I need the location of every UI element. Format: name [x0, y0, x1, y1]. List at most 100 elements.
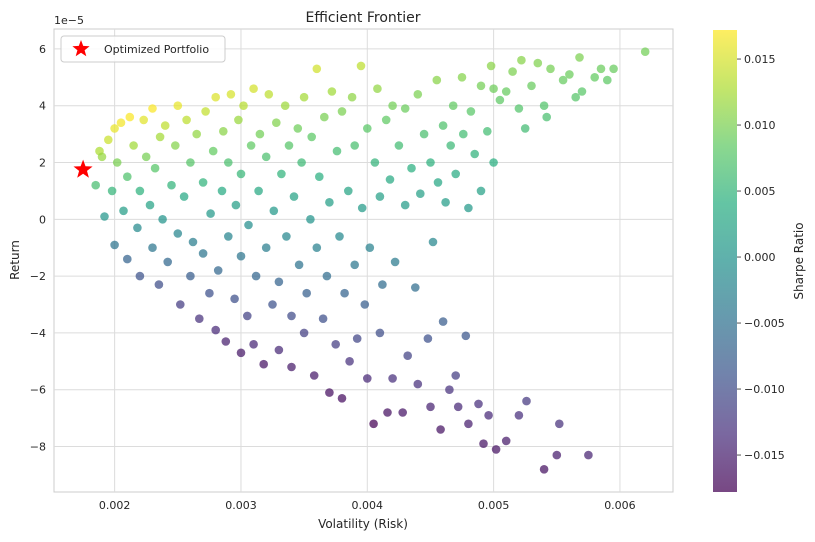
portfolio-point: [148, 243, 157, 252]
portfolio-point: [388, 101, 397, 110]
portfolio-point: [400, 104, 410, 113]
legend-entry-optimized: Optimized Portfolio: [104, 43, 209, 56]
x-axis-ticks: 0.002 0.003 0.004 0.005 0.006: [99, 499, 636, 512]
portfolio-point: [119, 206, 128, 216]
portfolio-point: [141, 152, 151, 162]
portfolio-point: [446, 141, 456, 150]
portfolio-point: [383, 408, 392, 417]
portfolio-point: [609, 64, 618, 74]
portfolio-point: [145, 200, 155, 210]
portfolio-point: [451, 169, 461, 179]
portfolio-point: [230, 294, 239, 304]
portfolio-point: [426, 158, 435, 167]
portfolio-point: [148, 104, 157, 113]
portfolio-point: [312, 243, 322, 252]
portfolio-point: [495, 95, 505, 105]
portfolio-point: [539, 465, 549, 474]
portfolio-point: [155, 132, 165, 142]
y-axis-ticks: −8 −6 −4 −2 0 2 4 6: [30, 43, 46, 454]
portfolio-point: [211, 325, 220, 335]
portfolio-point: [173, 101, 183, 110]
chart-title: Efficient Frontier: [305, 10, 420, 26]
portfolio-point: [201, 107, 210, 116]
portfolio-point: [107, 186, 117, 196]
y-tick-label: −6: [30, 384, 46, 397]
portfolio-point: [373, 84, 382, 93]
portfolio-point: [335, 232, 344, 241]
portfolio-point: [433, 178, 443, 187]
portfolio-point: [345, 357, 354, 366]
portfolio-point: [198, 178, 208, 187]
portfolio-point: [337, 394, 347, 403]
portfolio-point: [491, 445, 501, 454]
portfolio-point: [297, 158, 306, 167]
portfolio-point: [413, 379, 423, 389]
portfolio-point: [381, 115, 391, 125]
y-tick-label: 6: [39, 43, 46, 56]
portfolio-point: [274, 345, 284, 355]
portfolio-point: [390, 257, 400, 267]
portfolio-point: [483, 127, 492, 136]
portfolio-point: [294, 260, 304, 270]
portfolio-point: [97, 152, 107, 162]
portfolio-point: [104, 135, 113, 145]
colorbar-label: Sharpe Ratio: [792, 222, 806, 299]
portfolio-point: [186, 271, 195, 281]
portfolio-point: [423, 334, 433, 343]
portfolio-point: [514, 411, 524, 420]
portfolio-point: [272, 118, 281, 127]
portfolio-point: [139, 115, 148, 125]
portfolio-point: [110, 240, 119, 250]
portfolio-point: [476, 186, 486, 196]
portfolio-point: [369, 419, 378, 429]
portfolio-point: [221, 337, 231, 346]
portfolio-point: [411, 283, 420, 292]
portfolio-point: [160, 121, 170, 130]
portfolio-point: [211, 92, 220, 102]
y-tick-label: −2: [30, 270, 46, 283]
portfolio-point: [224, 158, 233, 167]
portfolio-point: [192, 129, 201, 139]
colorbar-tick-label: 0.005: [744, 185, 776, 198]
portfolio-point: [261, 152, 271, 162]
portfolio-point: [533, 58, 543, 68]
portfolio-point: [546, 64, 555, 74]
portfolio-point: [470, 149, 480, 159]
portfolio-point: [461, 331, 471, 341]
portfolio-point: [224, 232, 233, 241]
portfolio-point: [188, 237, 198, 247]
portfolio-point: [542, 112, 551, 122]
portfolio-point: [302, 288, 312, 298]
portfolio-point: [441, 198, 450, 207]
portfolio-point: [312, 64, 322, 74]
x-tick-label: 0.002: [99, 499, 131, 512]
portfolio-point: [385, 175, 395, 184]
portfolio-point: [236, 251, 246, 261]
portfolio-point: [350, 141, 360, 150]
portfolio-point: [603, 75, 612, 85]
portfolio-point: [91, 180, 100, 190]
portfolio-point: [522, 396, 531, 406]
y-tick-label: −4: [30, 327, 46, 340]
portfolio-point: [264, 90, 274, 99]
portfolio-point: [520, 124, 530, 133]
portfolio-point: [375, 192, 385, 201]
portfolio-point: [205, 288, 214, 298]
portfolio-point: [246, 141, 256, 150]
portfolio-point: [453, 402, 463, 412]
portfolio-point: [438, 121, 448, 130]
portfolio-point: [320, 112, 329, 122]
portfolio-point: [517, 55, 526, 65]
portfolio-point: [584, 450, 593, 460]
portfolio-point: [501, 436, 511, 446]
portfolio-point: [640, 47, 650, 56]
portfolio-point: [306, 215, 315, 224]
portfolio-point: [208, 146, 218, 156]
portfolio-point: [451, 371, 461, 380]
colorbar: [713, 30, 737, 492]
portfolio-point: [325, 198, 334, 207]
portfolio-point: [394, 141, 404, 150]
portfolio-point: [365, 243, 375, 252]
portfolio-point: [575, 53, 584, 62]
portfolio-point: [590, 73, 599, 82]
